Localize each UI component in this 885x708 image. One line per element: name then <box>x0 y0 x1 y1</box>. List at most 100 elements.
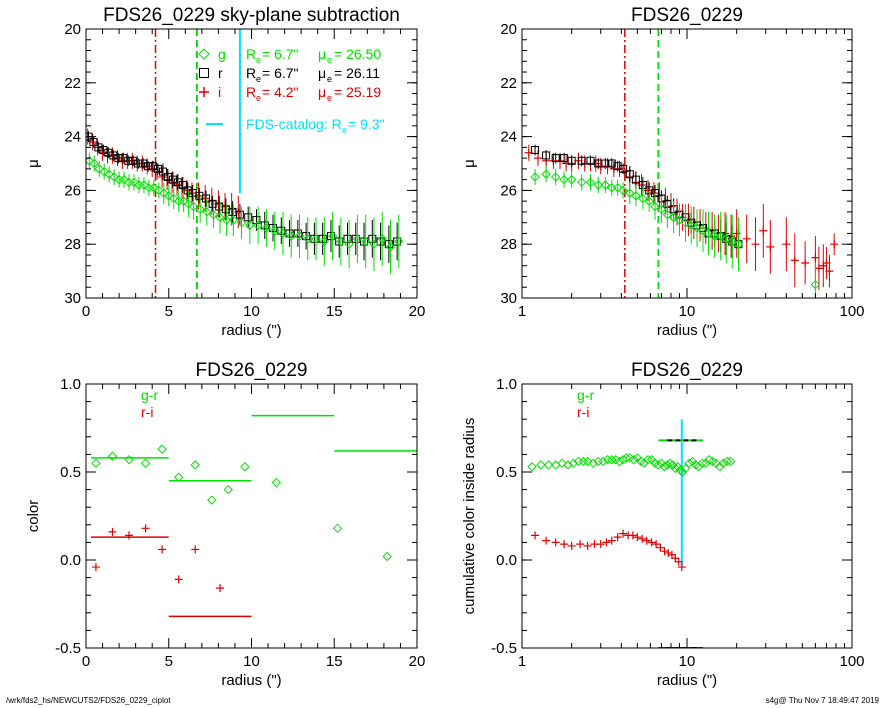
plot-area <box>90 414 417 618</box>
legend-re-value: = 6.7" <box>262 46 299 62</box>
data-point <box>109 151 118 160</box>
data-point <box>269 226 280 236</box>
data-point <box>593 180 604 190</box>
data-point <box>183 199 194 209</box>
data-point <box>91 458 101 468</box>
data-point <box>633 533 642 542</box>
data-point <box>560 154 569 163</box>
data-point <box>667 550 676 559</box>
axes-frame <box>85 383 418 649</box>
data-point <box>531 531 540 540</box>
data-point <box>601 159 610 168</box>
legend-mu: μ <box>318 84 326 100</box>
legend-symbol <box>198 48 210 60</box>
data-point <box>556 156 565 165</box>
data-point <box>722 456 732 467</box>
x-tick-label: 10 <box>243 303 260 320</box>
data-point <box>607 454 617 465</box>
data-point <box>89 137 98 146</box>
data-point <box>810 279 821 290</box>
data-point <box>582 456 593 467</box>
data-point <box>732 229 741 238</box>
data-point <box>790 256 799 265</box>
data-point <box>637 181 646 190</box>
x-tick-label: 20 <box>409 303 426 320</box>
panel-p4: FDS26_0229 1 10 100 radius (") -0.5 0.0 0.5 1.0 c… <box>461 360 865 689</box>
data-point <box>157 444 167 454</box>
data-point <box>109 172 119 182</box>
data-point <box>619 529 628 538</box>
color-label: r-i <box>577 404 589 420</box>
data-point <box>621 453 632 463</box>
data-point <box>542 536 551 545</box>
data-point <box>727 236 737 247</box>
data-point <box>567 541 576 550</box>
data-point <box>124 156 133 165</box>
data-point <box>124 454 134 465</box>
chart-title: FDS26_0229 <box>631 360 743 381</box>
data-point <box>335 237 344 246</box>
data-point <box>530 172 540 182</box>
data-point <box>576 540 585 549</box>
data-point <box>351 234 360 243</box>
data-point <box>576 177 587 188</box>
legend-re-value: = 6.7" <box>262 65 299 81</box>
series-r <box>86 131 402 264</box>
data-point <box>190 460 200 470</box>
y-tick-label: 22 <box>500 75 517 92</box>
data-point <box>751 240 760 249</box>
data-point <box>104 148 113 157</box>
data-point <box>326 232 335 241</box>
data-point <box>119 154 128 163</box>
data-point <box>625 170 634 179</box>
series-r <box>531 144 743 264</box>
data-point <box>215 212 225 223</box>
data-point <box>164 191 174 201</box>
data-point <box>369 239 379 249</box>
data-point <box>671 554 680 563</box>
chart-title: FDS26_0229 <box>196 360 308 381</box>
data-point <box>253 220 263 231</box>
data-point <box>228 215 239 225</box>
x-axis: 1 10 100 radius (") <box>518 384 865 689</box>
legend-sub: e <box>256 74 261 84</box>
data-point <box>638 193 648 204</box>
data-point <box>104 169 114 179</box>
data-point <box>618 185 628 196</box>
y-tick-label: 0.5 <box>60 464 81 481</box>
data-point <box>169 193 179 204</box>
data-point <box>677 563 686 572</box>
data-point <box>662 209 673 220</box>
x-axis: 1 10 100 radius (") <box>518 29 865 339</box>
data-point <box>655 191 664 200</box>
y-tick-label: 20 <box>64 21 81 38</box>
data-point <box>656 204 667 214</box>
data-point <box>382 551 392 562</box>
data-point <box>560 540 569 549</box>
data-point <box>613 533 622 542</box>
data-point <box>650 201 660 212</box>
data-point <box>221 215 232 225</box>
x-tick-label: 100 <box>839 303 864 320</box>
data-point <box>108 527 117 536</box>
data-point <box>680 463 691 474</box>
data-point <box>139 159 148 168</box>
data-point <box>153 164 162 173</box>
data-point <box>674 557 683 566</box>
data-point <box>665 458 675 468</box>
data-point <box>244 213 253 222</box>
y-tick-label: 24 <box>500 129 517 146</box>
data-point <box>139 180 149 190</box>
data-point <box>286 231 296 241</box>
data-point <box>692 223 702 233</box>
x-axis-label: radius (") <box>657 322 717 339</box>
data-point <box>168 175 177 184</box>
data-point <box>278 228 288 239</box>
y-tick-label: 22 <box>64 75 81 92</box>
data-point <box>195 204 205 214</box>
y-tick-label: 20 <box>500 21 517 38</box>
data-point <box>94 143 103 152</box>
data-point <box>613 162 622 171</box>
